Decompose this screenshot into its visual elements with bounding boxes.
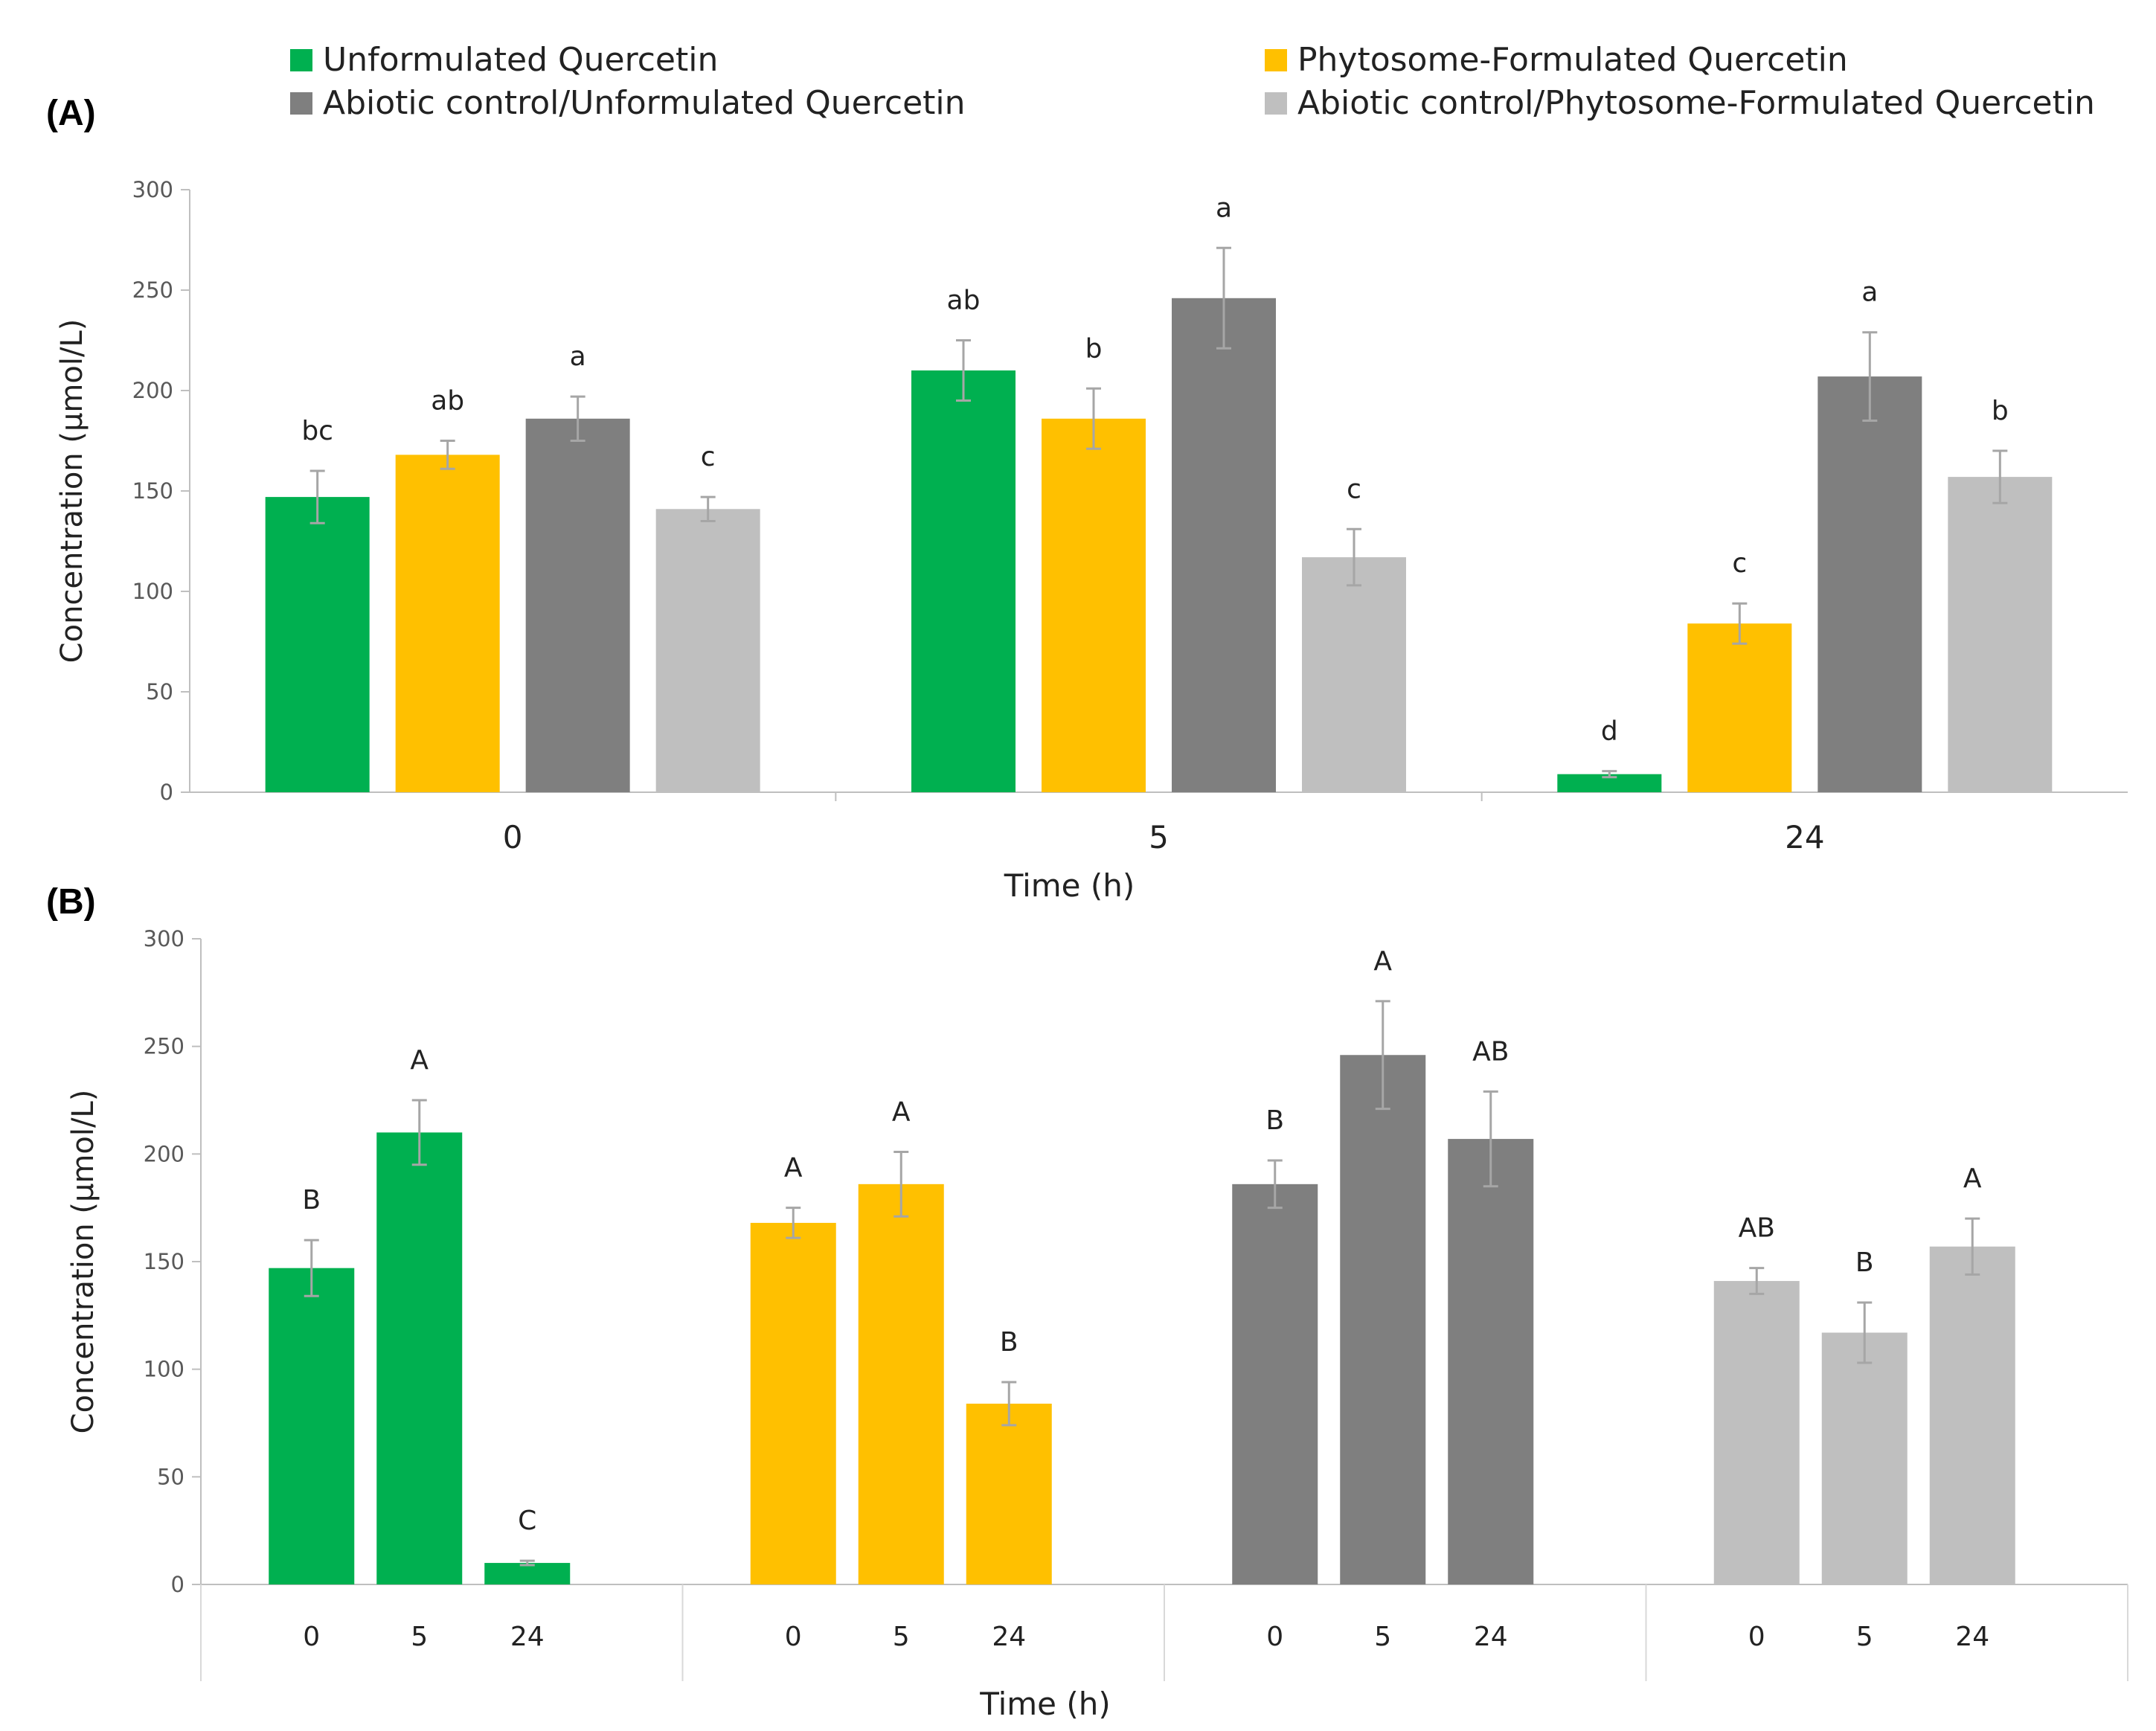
bar-a — [1687, 623, 1792, 792]
significance-letter-a: d — [1601, 716, 1618, 747]
x-axis-title-b: Time (h) — [979, 1686, 1111, 1722]
bar-b — [1713, 1281, 1800, 1584]
significance-letter-b: A — [1963, 1163, 1982, 1194]
x-tick-label-b: 0 — [785, 1622, 802, 1652]
significance-letter-a: b — [1992, 396, 2009, 426]
significance-letter-b: B — [1855, 1247, 1874, 1278]
bar-b — [966, 1403, 1052, 1584]
bar-b — [1929, 1246, 2015, 1584]
x-tick-label-a: 5 — [1149, 819, 1169, 855]
y-tick-label-b: 250 — [144, 1034, 185, 1059]
x-tick-label-b: 5 — [411, 1622, 428, 1652]
panel-label-a: (A) — [46, 94, 96, 133]
y-tick-label-b: 100 — [144, 1357, 185, 1382]
significance-letter-b: B — [302, 1185, 321, 1215]
x-tick-label-b: 0 — [1748, 1622, 1765, 1652]
legend-label-abiotic-phytosome: Abiotic control/Phytosome-Formulated Que… — [1297, 84, 2095, 122]
bar-b — [1821, 1332, 1908, 1584]
y-tick-label-a: 300 — [132, 177, 173, 202]
legend-label-unformulated: Unformulated Quercetin — [323, 41, 719, 79]
x-axis-title-a: Time (h) — [1004, 867, 1135, 904]
legend-label-abiotic-unformulated: Abiotic control/Unformulated Quercetin — [323, 84, 966, 122]
chart-b: 050100150200250300B0A5C24A0A5B24B0A5AB24… — [66, 926, 2128, 1722]
y-tick-label-a: 50 — [146, 679, 173, 704]
x-tick-label-b: 24 — [992, 1622, 1026, 1652]
panel-label-b: (B) — [46, 882, 96, 922]
y-tick-label-b: 200 — [144, 1141, 185, 1166]
bar-a — [1042, 418, 1146, 792]
bar-a — [1948, 477, 2053, 792]
bar-b — [1340, 1055, 1426, 1584]
bar-a — [911, 370, 1016, 792]
bar-a — [395, 455, 500, 792]
bar-b — [269, 1268, 355, 1584]
y-tick-label-a: 100 — [132, 579, 173, 604]
bar-a — [525, 418, 630, 792]
legend-label-phytosome: Phytosome-Formulated Quercetin — [1297, 41, 1848, 79]
y-tick-label-b: 50 — [157, 1464, 185, 1489]
significance-letter-a: a — [570, 341, 586, 372]
y-tick-label-b: 300 — [144, 926, 185, 951]
significance-letter-b: B — [1265, 1105, 1284, 1136]
legend-item-phytosome: Phytosome-Formulated Quercetin — [1265, 41, 1848, 79]
legend-swatch-abiotic-unformulated — [290, 91, 312, 115]
bar-a — [1172, 298, 1276, 792]
bar-a — [1302, 557, 1406, 792]
y-tick-label-a: 0 — [160, 780, 173, 805]
bar-b — [1232, 1184, 1318, 1584]
bar-b — [1448, 1139, 1534, 1584]
x-tick-label-b: 5 — [1856, 1622, 1873, 1652]
y-tick-label-a: 200 — [132, 378, 173, 403]
significance-letter-b: A — [892, 1096, 911, 1127]
chart-a: 0501001502002503000bcabac5abbac24dcabTim… — [55, 177, 2128, 904]
significance-letter-b: C — [518, 1506, 536, 1536]
legend-item-abiotic-phytosome: Abiotic control/Phytosome-Formulated Que… — [1265, 84, 2095, 122]
significance-letter-a: b — [1085, 333, 1103, 364]
x-tick-label-b: 24 — [510, 1622, 545, 1652]
significance-letter-b: B — [1000, 1327, 1018, 1358]
y-tick-label-a: 250 — [132, 277, 173, 303]
significance-letter-a: a — [1861, 277, 1878, 308]
bar-b — [858, 1184, 944, 1584]
legend-swatch-abiotic-phytosome — [1265, 91, 1287, 115]
x-tick-label-b: 24 — [1955, 1622, 1989, 1652]
significance-letter-a: bc — [301, 416, 333, 446]
legend-swatch-unformulated — [290, 48, 312, 71]
y-axis-title-b: Concentration (μmol/L) — [66, 1090, 100, 1434]
x-tick-label-b: 0 — [1266, 1622, 1283, 1652]
significance-letter-b: A — [410, 1045, 429, 1076]
significance-letter-b: A — [1373, 946, 1392, 977]
significance-letter-b: AB — [1739, 1213, 1775, 1244]
significance-letter-a: a — [1216, 193, 1232, 223]
significance-letter-a: ab — [431, 386, 464, 417]
x-tick-label-b: 24 — [1474, 1622, 1508, 1652]
x-tick-label-b: 5 — [893, 1622, 910, 1652]
legend-swatch-phytosome — [1265, 48, 1287, 71]
significance-letter-b: A — [784, 1153, 803, 1184]
legend-item-abiotic-unformulated: Abiotic control/Unformulated Quercetin — [290, 84, 966, 122]
significance-letter-a: c — [1347, 474, 1361, 504]
bar-a — [655, 509, 760, 792]
bar-b — [750, 1222, 836, 1584]
x-tick-label-a: 24 — [1785, 819, 1824, 855]
y-tick-label-b: 0 — [171, 1572, 185, 1597]
y-axis-title-a: Concentration (μmol/L) — [55, 319, 89, 664]
significance-letter-a: c — [701, 442, 716, 472]
bar-a — [265, 497, 370, 792]
y-tick-label-a: 150 — [132, 478, 173, 504]
x-tick-label-b: 0 — [303, 1622, 320, 1652]
legend-item-unformulated: Unformulated Quercetin — [290, 41, 718, 79]
bar-b — [376, 1132, 463, 1584]
bar-b — [484, 1563, 571, 1584]
bar-a — [1817, 376, 1922, 793]
significance-letter-a: ab — [947, 286, 981, 316]
x-tick-label-b: 5 — [1374, 1622, 1391, 1652]
significance-letter-b: AB — [1472, 1036, 1509, 1067]
y-tick-label-b: 150 — [144, 1249, 185, 1274]
x-tick-label-a: 0 — [503, 819, 523, 855]
significance-letter-a: c — [1732, 548, 1747, 579]
